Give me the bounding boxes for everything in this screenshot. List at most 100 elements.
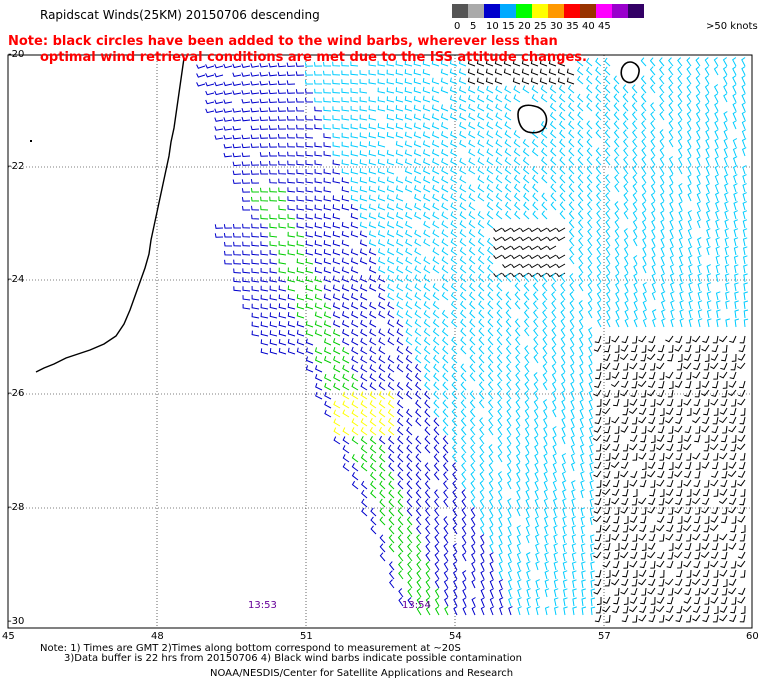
wind-barb: [655, 605, 665, 613]
wind-barb: [540, 94, 548, 103]
wind-barb: [534, 498, 539, 508]
wind-barb: [296, 311, 305, 319]
wind-barb: [259, 143, 269, 148]
wind-barb: [713, 606, 719, 615]
wind-barb: [434, 516, 440, 526]
wind-barb: [342, 445, 350, 454]
wind-barb: [543, 426, 548, 436]
wind-barb: [459, 211, 467, 220]
wind-barb: [269, 214, 278, 220]
wind-barb: [524, 363, 530, 373]
wind-barb: [359, 70, 368, 76]
wind-barb: [553, 561, 559, 571]
wind-barb: [571, 534, 577, 544]
wind-barb: [692, 569, 701, 577]
wind-barb: [517, 606, 522, 616]
wind-barb: [648, 335, 656, 344]
wind-barb: [547, 245, 557, 251]
wind-barb: [675, 614, 683, 623]
wind-barb: [433, 417, 440, 427]
wind-barb: [497, 471, 503, 481]
wind-barb: [590, 552, 595, 562]
wind-barb: [590, 606, 596, 616]
wind-barb: [440, 104, 449, 112]
wind-barb: [639, 605, 647, 613]
wind-barb: [405, 274, 413, 283]
wind-barb: [596, 291, 602, 301]
wind-barb: [615, 300, 620, 310]
wind-barb: [544, 525, 549, 535]
wind-barb: [511, 245, 521, 251]
wind-barb: [562, 534, 567, 544]
wind-barb: [578, 273, 584, 283]
wind-barb: [592, 434, 602, 442]
wind-barb: [686, 371, 692, 380]
wind-barb: [359, 221, 368, 229]
wind-barb: [468, 184, 476, 193]
wind-barb: [688, 255, 693, 265]
wind-barb: [678, 255, 684, 265]
wind-barb: [560, 327, 566, 337]
wind-barb: [648, 497, 656, 505]
wind-barb: [416, 588, 422, 598]
wind-barb: [701, 506, 710, 514]
wind-barb: [388, 480, 395, 490]
wind-barb: [614, 425, 620, 434]
wind-barb: [603, 389, 611, 398]
wind-barb: [359, 194, 368, 202]
wind-barb: [711, 506, 719, 515]
wind-barb: [323, 177, 332, 184]
wind-barb: [712, 335, 719, 344]
wind-barb: [487, 282, 494, 292]
wind-barb: [506, 444, 512, 454]
wind-barb: [516, 525, 521, 535]
wind-barb: [406, 498, 413, 508]
wind-barb: [685, 578, 692, 587]
wind-barb: [415, 381, 422, 391]
wind-barb: [642, 246, 647, 256]
wind-barb: [596, 273, 602, 283]
wind-barb: [341, 320, 350, 328]
wind-barb: [694, 353, 701, 362]
wind-barb: [629, 524, 638, 532]
wind-barb: [387, 417, 395, 427]
wind-barb: [415, 471, 422, 481]
wind-barb: [296, 249, 305, 256]
wind-barb: [629, 560, 638, 568]
wind-barb: [648, 416, 656, 425]
wind-barb: [732, 138, 738, 148]
wind-barb: [640, 551, 647, 560]
wind-barb: [613, 84, 620, 94]
wind-barb: [724, 201, 729, 211]
wind-barb: [568, 129, 575, 139]
wind-barb: [622, 102, 629, 112]
wind-barb: [459, 264, 467, 274]
wind-barb: [669, 255, 675, 265]
wind-barb: [579, 399, 584, 409]
wind-barb: [433, 390, 440, 400]
wind-barb: [656, 443, 665, 451]
wind-barb: [250, 81, 260, 86]
wind-barb: [668, 93, 674, 103]
wind-barb: [721, 389, 728, 398]
wind-barb: [542, 381, 548, 391]
wind-barb: [341, 248, 350, 256]
wind-barb: [624, 309, 629, 319]
wind-barb: [711, 470, 719, 478]
wind-barb: [648, 578, 656, 586]
wind-barb: [433, 462, 440, 472]
wind-barb: [433, 372, 440, 382]
wind-barb: [368, 248, 377, 256]
wind-barb: [669, 174, 674, 184]
wind-barb: [570, 408, 575, 418]
wind-barb: [736, 362, 746, 370]
wind-barb: [614, 470, 620, 479]
wind-barb: [450, 148, 458, 157]
wind-barb: [676, 569, 683, 578]
wind-barb: [515, 426, 521, 436]
wind-barb: [397, 444, 404, 454]
wind-barb: [332, 311, 341, 319]
wind-barb: [476, 68, 485, 76]
wind-barb: [718, 497, 728, 505]
wind-barb: [729, 416, 737, 424]
